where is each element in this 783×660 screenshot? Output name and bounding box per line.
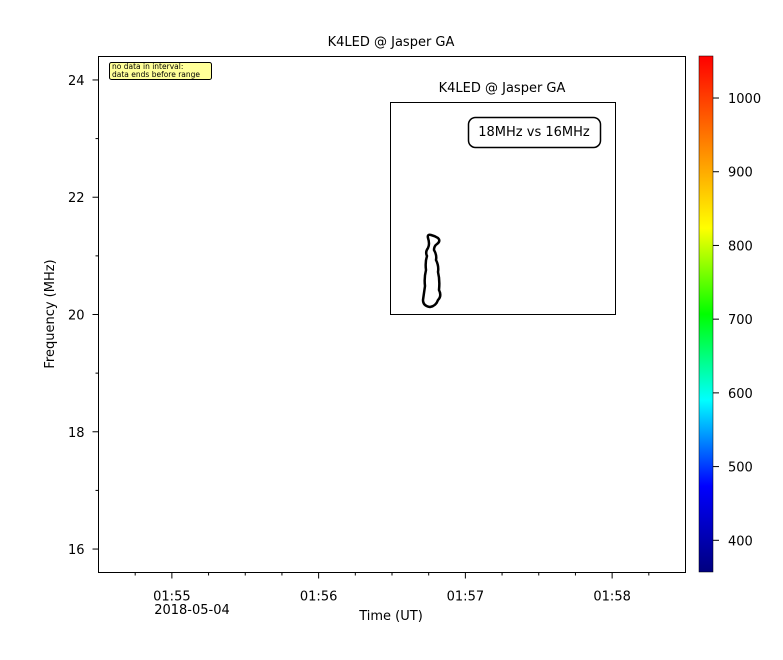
x-tick-label: 01:55 [153, 590, 190, 605]
annotation-box [109, 62, 212, 80]
colorbar [698, 55, 714, 573]
colorbar-tick-label: 900 [728, 166, 753, 181]
x-tick-label: 01:57 [447, 590, 484, 605]
y-tick-label: 22 [68, 191, 85, 206]
chart-title: K4LED @ Jasper GA [328, 35, 455, 50]
inset-label-box [467, 116, 602, 149]
annotation: no data in interval: [112, 62, 183, 71]
x-tick-label: 01:56 [300, 590, 337, 605]
colorbar-tick-label: 800 [728, 239, 753, 254]
colorbar-tick-label: 500 [728, 461, 753, 476]
inset-title: K4LED @ Jasper GA [439, 81, 566, 96]
y-tick-label: 20 [68, 309, 85, 324]
y-tick-label: 18 [68, 426, 85, 441]
x-axis-label: Time (UT) [358, 609, 423, 624]
colorbar-tick-label: 400 [728, 534, 753, 549]
inset-label: 18MHz vs 16MHz [478, 125, 590, 140]
inset-shape [421, 233, 442, 309]
x-date-label: 2018-05-04 [154, 603, 230, 618]
colorbar-tick-label: 700 [728, 313, 753, 328]
colorbar-tick-label: 600 [728, 387, 753, 402]
y-tick-label: 24 [68, 74, 85, 89]
y-tick-label: 16 [68, 543, 85, 558]
annotation: data ends before range [112, 70, 200, 79]
colorbar-tick-label: 1000 [728, 92, 761, 107]
y-axis-label: Frequency (MHz) [43, 259, 58, 368]
x-tick-label: 01:58 [593, 590, 630, 605]
